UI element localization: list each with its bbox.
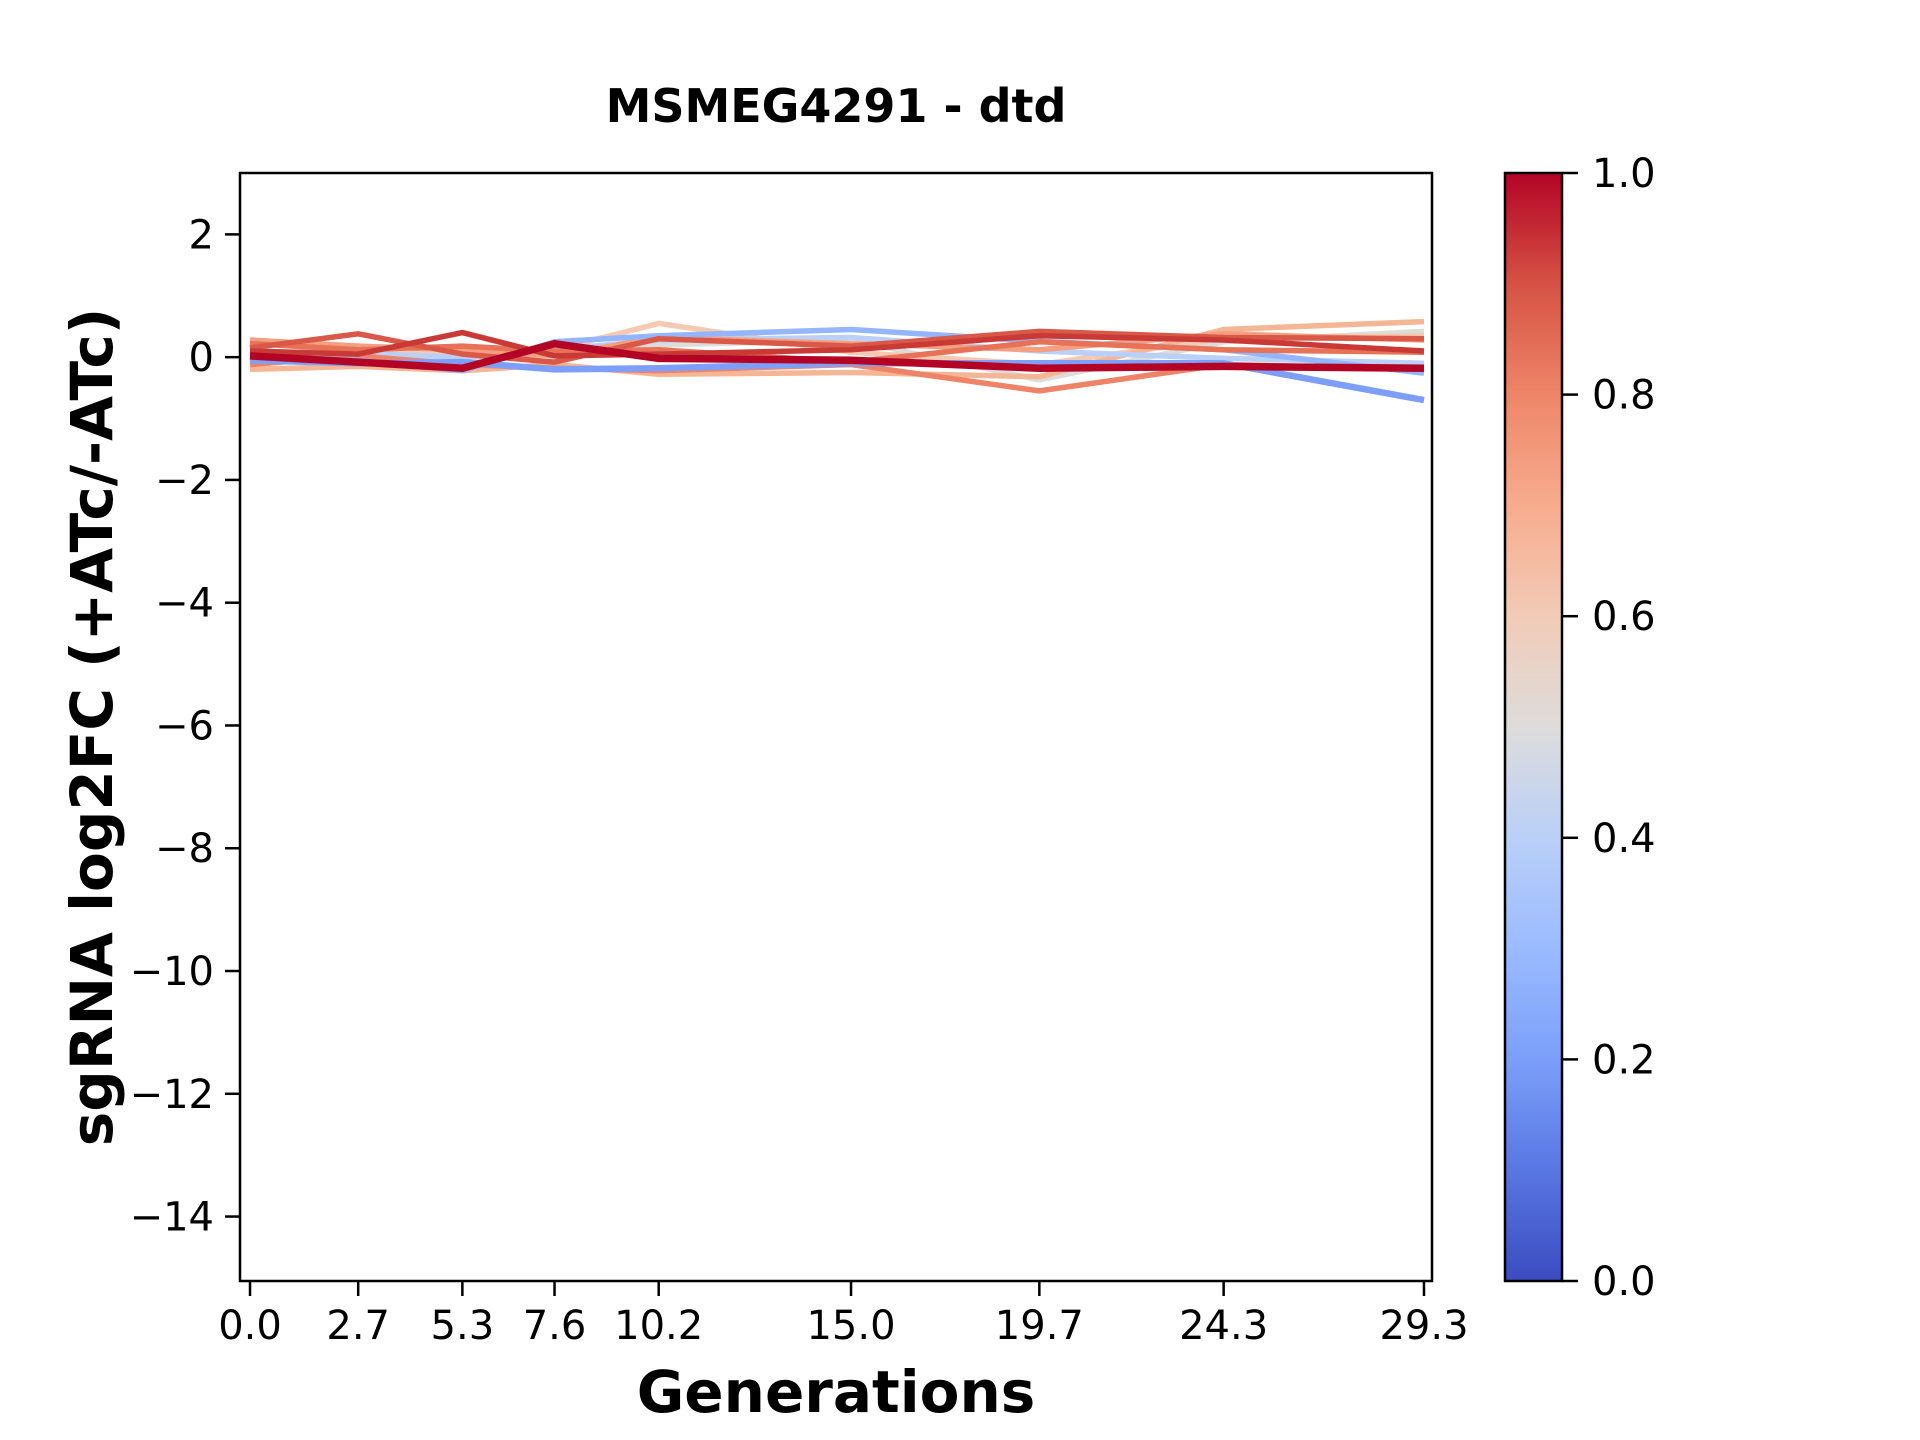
y-tick-label: −12 [130, 1072, 214, 1118]
y-axis-label: sgRNA log2FC (+ATc/-ATc) [58, 308, 126, 1146]
colorbar-tick-label: 1.0 [1592, 151, 1656, 197]
series-line [249, 329, 1425, 359]
x-axis-label: Generations [637, 1358, 1036, 1426]
x-tick-label: 0.0 [218, 1303, 282, 1349]
y-tick-label: 0 [189, 335, 214, 381]
x-tick-label: 7.6 [523, 1303, 587, 1349]
y-tick-label: −8 [155, 826, 214, 872]
x-tick-label: 19.7 [995, 1303, 1084, 1349]
x-tick-label: 15.0 [806, 1303, 895, 1349]
axes-spines [238, 171, 1434, 1283]
y-tick-label: −14 [130, 1195, 214, 1241]
x-tick-label: 2.7 [326, 1303, 390, 1349]
x-axis-ticks: 0.0 2.7 5.3 7.6 10.2 15.0 19.7 24.3 29.3 [218, 1281, 1469, 1349]
colorbar-tick-label: 0.0 [1592, 1259, 1656, 1305]
colorbar-tick-label: 0.8 [1592, 373, 1656, 419]
x-tick-label: 24.3 [1179, 1303, 1268, 1349]
colorbar-tick-label: 0.2 [1592, 1037, 1656, 1083]
colorbar-bar [1505, 173, 1562, 1281]
plot-border [238, 171, 1434, 1283]
colorbar-outline [1503, 171, 1564, 1283]
y-tick-label: −10 [130, 949, 214, 995]
x-tick-label: 29.3 [1379, 1303, 1468, 1349]
x-tick-label: 5.3 [431, 1303, 495, 1349]
y-tick-label: 2 [189, 212, 214, 258]
y-tick-label: −4 [155, 581, 214, 627]
y-tick-label: −6 [155, 703, 214, 749]
y-tick-label: −2 [155, 458, 214, 504]
chart-title: MSMEG4291 - dtd [606, 79, 1067, 133]
series-lines [249, 318, 1425, 404]
x-tick-label: 10.2 [614, 1303, 703, 1349]
series-line [249, 328, 1425, 365]
colorbar-tick-label: 0.4 [1592, 816, 1656, 862]
colorbar: 1.0 0.8 0.6 0.4 0.2 0.0 [1503, 151, 1656, 1305]
series-line [249, 339, 1425, 372]
colorbar-tick-label: 0.6 [1592, 594, 1656, 640]
y-axis-ticks: 2 0 −2 −4 −6 −8 −10 −12 −14 [130, 212, 240, 1241]
